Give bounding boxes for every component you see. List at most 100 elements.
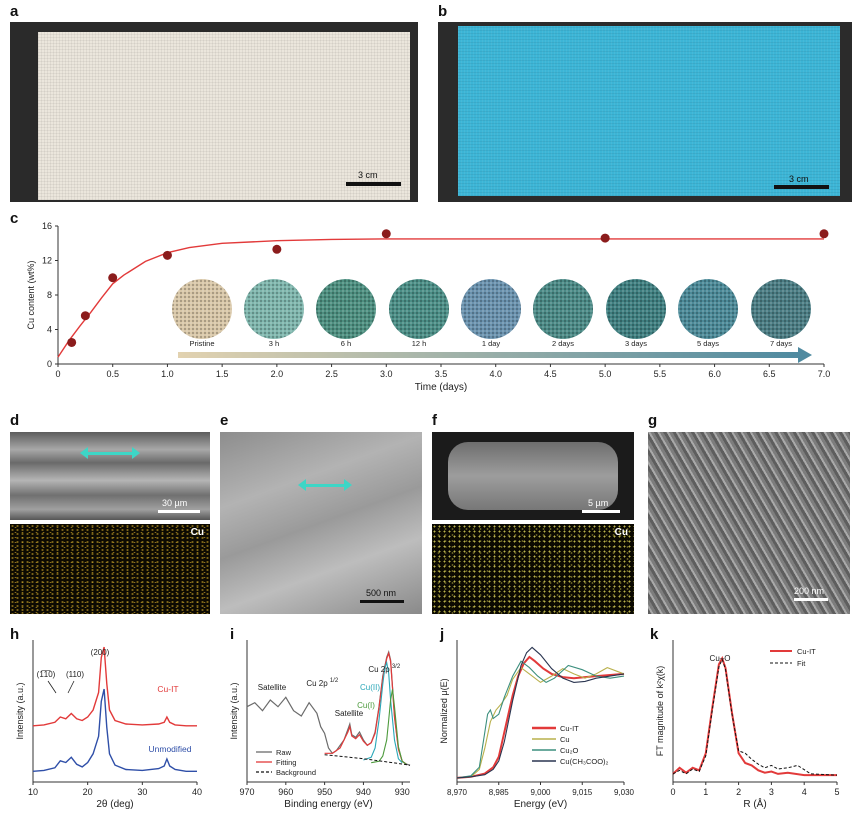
i-xtick-label: 960	[278, 787, 293, 797]
c-data-point	[381, 229, 391, 239]
c-xtick-label: 0	[55, 369, 60, 379]
eds-map-f: Cu	[432, 524, 634, 614]
h-xtick-label: 20	[83, 787, 93, 797]
photo-pristine-fabric: 3 cm	[10, 22, 418, 202]
sem-nanostructure-g: 200 nm	[648, 432, 850, 614]
i-legend-label: Background	[276, 768, 316, 777]
scalebar-d	[158, 510, 200, 513]
h-ylabel: Intensity (a.u.)	[15, 682, 25, 739]
i-annot-satellite-1: Satellite	[258, 683, 287, 692]
k-xtick-label: 2	[736, 787, 741, 797]
panel-label-b: b	[438, 3, 448, 20]
i-xlabel: Binding energy (eV)	[284, 799, 372, 810]
c-ytick-label: 16	[42, 221, 52, 231]
c-xtick-label: 4.0	[489, 369, 502, 379]
k-xtick-label: 1	[703, 787, 708, 797]
c-xtick-label: 2.0	[271, 369, 284, 379]
panel-label-g: g	[648, 412, 658, 429]
c-xtick-label: 6.5	[763, 369, 776, 379]
c-sample-disc-texture	[678, 279, 738, 339]
i-legend-label: Fitting	[276, 758, 296, 767]
panel-label-h: h	[10, 626, 20, 643]
c-ytick-label: 12	[42, 256, 52, 266]
c-sample-label: 3 h	[269, 339, 279, 348]
i-xtick-label: 950	[317, 787, 332, 797]
h-series-cu-it	[32, 646, 197, 727]
c-ytick-label: 8	[47, 290, 52, 300]
c-data-point	[67, 337, 77, 347]
i-xtick-label: 940	[356, 787, 371, 797]
photo-cu-it-fabric: 3 cm	[438, 22, 852, 202]
scalebar-label-e: 500 nm	[366, 588, 397, 598]
h-peak-label-110: (110)	[66, 670, 84, 679]
scalebar-label-d: 30 µm	[162, 498, 188, 508]
scalebar-g	[794, 598, 828, 601]
i-ylabel: Intensity (a.u.)	[229, 682, 239, 739]
c-sample-label: 5 days	[697, 339, 719, 348]
c-data-point	[108, 273, 118, 283]
c-ytick-label: 4	[47, 325, 52, 335]
i-legend-label: Raw	[276, 748, 292, 757]
h-legend-cu-it: Cu-IT	[157, 684, 178, 694]
c-sample-disc-texture	[316, 279, 376, 339]
j-xtick-label: 9,015	[572, 788, 593, 797]
c-sample-label: 12 h	[412, 339, 427, 348]
c-data-point	[819, 229, 829, 239]
c-sample-disc-texture	[751, 279, 811, 339]
chart-k-exafs: 0 1 2 3 4 5 R (Å) FT magnitude of k²χ(k) Cu–O Cu-…	[655, 640, 840, 810]
eds-map-d: Cu	[10, 524, 210, 614]
j-xtick-label: 9,000	[530, 788, 551, 797]
eds-element-label-d: Cu	[190, 527, 204, 538]
scalebar-label-f: 5 µm	[588, 498, 609, 508]
k-legend-label: Fit	[797, 659, 806, 668]
direction-arrow-d	[84, 452, 134, 455]
h-xtick-label: 10	[28, 787, 38, 797]
panel-label-j: j	[440, 626, 445, 643]
c-data-point	[80, 311, 90, 321]
c-xtick-label: 1.0	[161, 369, 174, 379]
panel-label-f: f	[432, 412, 437, 429]
h-legend-unmodified: Unmodified	[149, 744, 192, 754]
c-sample-disc-texture	[244, 279, 304, 339]
k-xtick-label: 5	[834, 787, 839, 797]
j-legend-label: Cu	[560, 735, 570, 744]
panel-label-a: a	[10, 3, 19, 20]
j-xlabel: Energy (eV)	[514, 799, 567, 810]
c-sample-disc-texture	[606, 279, 666, 339]
h-xtick-label: 40	[192, 787, 202, 797]
chart-h-xrd: 10 20 30 40 2θ (deg) Intensity (a.u.) (1̅1̅0) (…	[15, 640, 202, 810]
i-annot-cu2p12: Cu 2p	[306, 679, 328, 688]
c-xtick-label: 1.5	[216, 369, 229, 379]
sem-fiber-cross-f: 5 µm	[432, 432, 634, 520]
sem-surface-e: 500 nm	[220, 432, 422, 614]
h-xlabel: 2θ (deg)	[96, 799, 133, 810]
c-xtick-label: 2.5	[325, 369, 338, 379]
scalebar-e	[360, 600, 404, 603]
c-xtick-label: 6.0	[708, 369, 721, 379]
c-xtick-label: 7.0	[818, 369, 831, 379]
k-legend-label: Cu-IT	[797, 647, 816, 656]
c-ytick-label: 0	[47, 359, 52, 369]
c-data-point	[272, 244, 282, 254]
i-xtick-label: 970	[239, 787, 254, 797]
j-xtick-label: 8,970	[447, 788, 468, 797]
c-ylabel: Cu content (wt%)	[26, 260, 36, 329]
i-annot-satellite-2: Satellite	[335, 709, 364, 718]
c-sample-label: 6 h	[341, 339, 351, 348]
j-legend-label: Cu-IT	[560, 724, 579, 733]
k-xtick-label: 3	[769, 787, 774, 797]
sem-fiber-d: 30 µm	[10, 432, 210, 520]
panel-label-d: d	[10, 412, 20, 429]
j-xtick-label: 9,030	[614, 788, 635, 797]
chart-c-cu-content: 0 0.5 1.0 1.5 2.0 2.5 3.0 3.5 4.0 4.5 5.0 5.5 6.0 6.5…	[26, 221, 831, 393]
c-sample-disc-texture	[172, 279, 232, 339]
scalebar-b	[774, 185, 829, 189]
panel-label-k: k	[650, 626, 659, 643]
j-legend-label: Cu₂O	[560, 746, 578, 755]
i-annot-cu2p32-sup: 3/2	[392, 664, 401, 670]
c-xtick-label: 3.5	[435, 369, 448, 379]
panel-label-e: e	[220, 412, 229, 429]
i-xtick-label: 930	[395, 787, 410, 797]
c-sample-label: 1 day	[482, 339, 501, 348]
j-series-1	[456, 666, 625, 779]
